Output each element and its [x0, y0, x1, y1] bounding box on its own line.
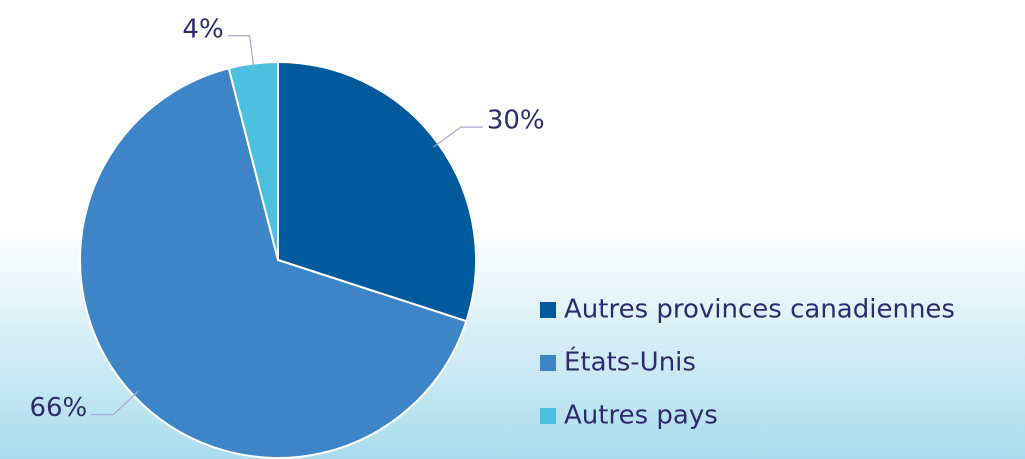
data-label: 66%: [29, 393, 87, 423]
leader-line: [227, 35, 255, 70]
legend-label: États-Unis: [564, 346, 696, 378]
data-label: 4%: [182, 14, 223, 44]
legend-swatch: [540, 302, 556, 318]
legend-swatch: [540, 408, 556, 424]
legend-swatch: [540, 355, 556, 371]
data-label: 30%: [487, 106, 545, 136]
leader-line: [432, 126, 483, 148]
legend-label: Autres provinces canadiennes: [564, 295, 955, 325]
leader-line: [91, 390, 139, 416]
legend-label: Autres pays: [564, 401, 718, 431]
plot: 30% 66% 4% Autres provinces canadiennes État…: [29, 14, 955, 459]
